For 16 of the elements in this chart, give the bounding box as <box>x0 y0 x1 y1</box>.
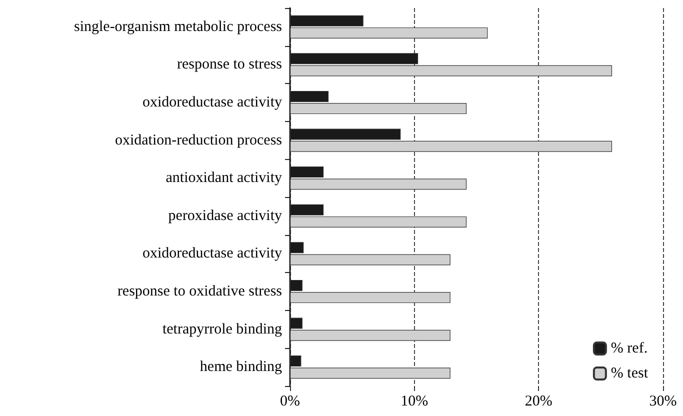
legend-label: % ref. <box>610 340 648 356</box>
y-tick-label: oxidation-reduction process <box>114 132 282 148</box>
x-tick-label: 30% <box>649 394 677 410</box>
y-tick-label: peroxidase activity <box>168 208 282 224</box>
x-tick-label: 20% <box>524 394 552 410</box>
x-tick-label: 0% <box>280 394 300 410</box>
y-tick-label: oxidoreductase activity <box>142 94 282 110</box>
y-tick-label: heme binding <box>200 359 282 376</box>
y-tick-label: antioxidant activity <box>166 170 282 186</box>
y-tick-label: single-organism metabolic process <box>74 18 282 35</box>
x-tick-label: 10% <box>400 394 428 410</box>
y-tick-label: response to stress <box>177 56 282 73</box>
legend-label: % test <box>610 366 649 382</box>
y-tick-label: response to oxidative stress <box>117 284 282 300</box>
y-tick-label: oxidoreductase activity <box>142 246 282 262</box>
y-tick-label: tetrapyrrole binding <box>162 321 282 338</box>
